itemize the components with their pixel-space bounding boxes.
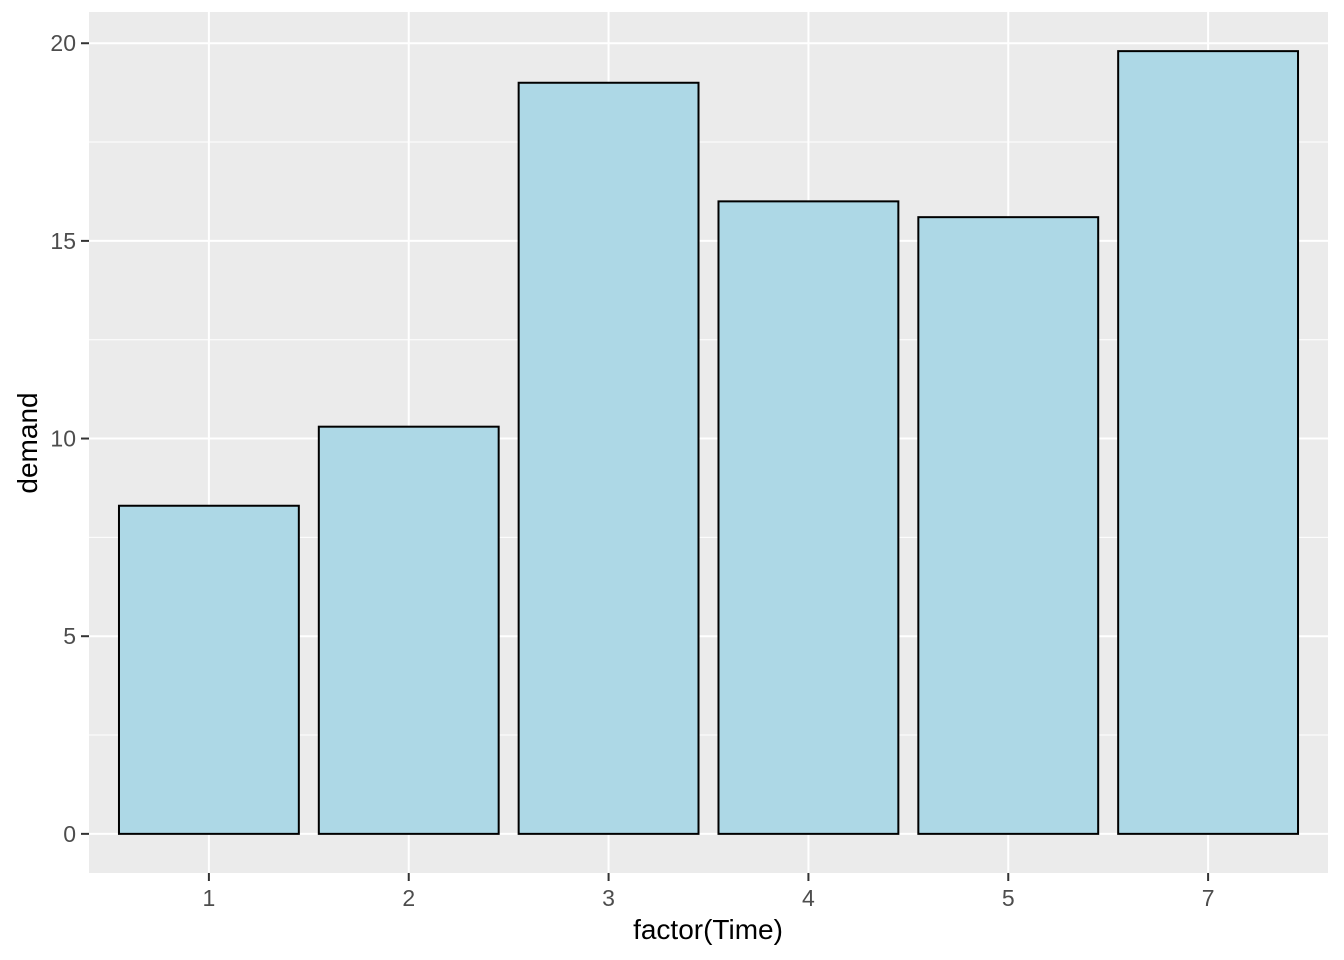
bar-time-4 — [717, 200, 900, 835]
x-tick-label: 7 — [1202, 885, 1215, 911]
y-axis-title: demand — [12, 392, 43, 494]
y-tick-label: 15 — [50, 228, 76, 254]
x-tick-label: 1 — [203, 885, 216, 911]
y-tick-label: 0 — [63, 821, 76, 847]
x-tick-label: 2 — [402, 885, 415, 911]
bar-time-3 — [517, 81, 700, 835]
bar-time-1 — [117, 504, 300, 835]
x-tick-label: 4 — [802, 885, 815, 911]
x-axis-title: factor(Time) — [633, 914, 783, 945]
bar-time-5 — [917, 216, 1100, 835]
bar-time-2 — [317, 425, 500, 835]
bar-time-7 — [1117, 50, 1300, 835]
x-tick-label: 5 — [1002, 885, 1015, 911]
y-tick-label: 20 — [50, 30, 76, 56]
x-tick-label: 3 — [602, 885, 615, 911]
y-tick-label: 5 — [63, 623, 76, 649]
y-tick-label: 10 — [50, 426, 76, 452]
